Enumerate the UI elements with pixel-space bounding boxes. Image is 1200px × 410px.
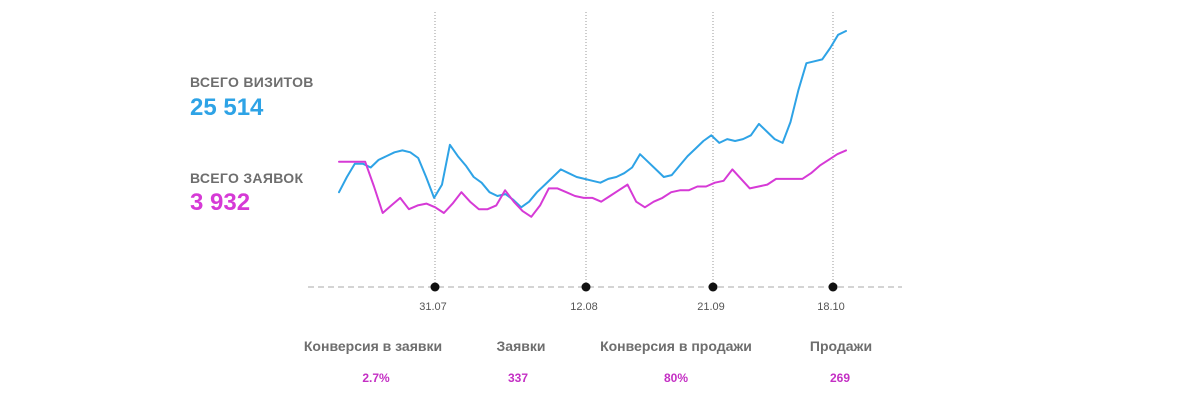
metric-conversion-to-requests-value: 2.7%: [362, 371, 390, 385]
date-marker-dot: [828, 282, 838, 292]
requests-value: 3 932: [190, 189, 251, 216]
date-marker-dot: [581, 282, 591, 292]
visits-value: 25 514: [190, 94, 264, 121]
metric-sales-value: 269: [829, 371, 851, 385]
metric-conversion-to-sales-value: 80%: [663, 371, 689, 385]
x-tick-label: 21.09: [697, 301, 725, 313]
metric-sales-label: Продажи: [809, 338, 873, 354]
requests-line: [338, 149, 847, 218]
metric-conversion-to-requests-label: Конверсия в заявки: [303, 338, 443, 354]
x-tick-label: 18.10: [817, 301, 845, 313]
visits-line: [338, 30, 847, 209]
date-marker-dot: [708, 282, 718, 292]
requests-label: ВСЕГО ЗАЯВОК: [190, 170, 304, 186]
date-marker-dot: [430, 282, 440, 292]
x-tick-label: 31.07: [419, 301, 447, 313]
x-tick-label: 12.08: [570, 301, 598, 313]
visits-label: ВСЕГО ВИЗИТОВ: [190, 74, 314, 90]
metric-requests-value: 337: [507, 371, 529, 385]
metric-conversion-to-sales-label: Конверсия в продажи: [600, 338, 752, 354]
metric-requests-label: Заявки: [496, 338, 546, 354]
